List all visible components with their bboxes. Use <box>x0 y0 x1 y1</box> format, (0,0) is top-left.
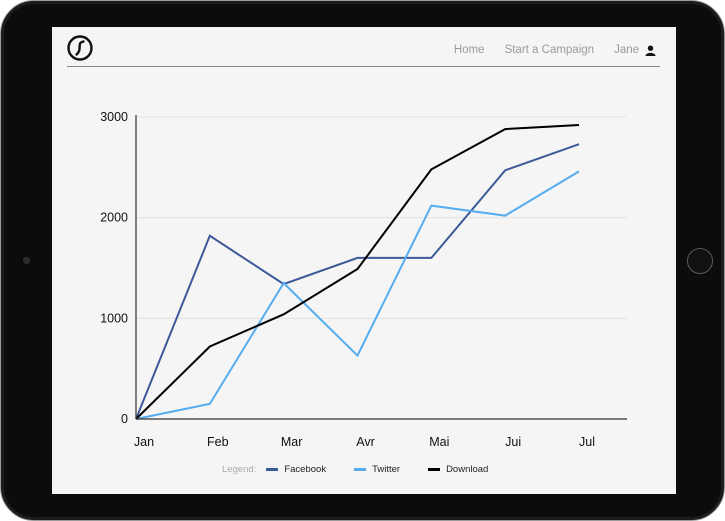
legend-text-download: Download <box>446 464 489 475</box>
legend-entry-download: Download <box>428 464 488 475</box>
camera-icon <box>23 257 30 264</box>
legend-label: Legend: <box>222 464 257 475</box>
line-chart: 0 1000 2000 3000 Jan Feb Mar Avr Mai Jui Jul <box>100 110 627 449</box>
legend-swatch-facebook <box>266 468 279 471</box>
y-tick-label: 0 <box>121 412 128 426</box>
chart-legend: Legend: Facebook Twitter Download <box>222 464 516 475</box>
user-menu[interactable]: Jane <box>614 44 656 56</box>
legend-swatch-download <box>428 468 441 471</box>
user-name: Jane <box>614 44 639 56</box>
legend-text-facebook: Facebook <box>284 464 327 475</box>
x-tick-label-jui: Jui <box>505 435 521 449</box>
series-line-download <box>135 124 580 420</box>
top-nav: Home Start a Campaign Jane <box>434 44 656 56</box>
y-tick-label: 2000 <box>100 211 128 225</box>
y-tick-label: 3000 <box>100 110 128 124</box>
header: Home Start a Campaign Jane <box>67 35 660 67</box>
brand-logo-icon[interactable] <box>67 35 93 61</box>
legend-swatch-twitter <box>354 468 367 471</box>
x-tick-label-jul: Jul <box>579 435 595 449</box>
home-hardware-button[interactable] <box>687 248 713 274</box>
y-tick-label: 1000 <box>100 311 128 325</box>
nav-start-campaign-link[interactable]: Start a Campaign <box>504 44 595 56</box>
x-tick-label-feb: Feb <box>207 435 229 449</box>
series-line-twitter <box>135 170 580 420</box>
legend-text-twitter: Twitter <box>372 464 401 475</box>
legend-entry-facebook: Facebook <box>266 464 326 475</box>
nav-home-link[interactable]: Home <box>453 44 485 56</box>
legend-entry-twitter: Twitter <box>354 464 400 475</box>
series-line-facebook <box>135 143 580 420</box>
x-tick-label-mai: Mai <box>429 435 449 449</box>
x-tick-label-avr: Avr <box>356 435 375 449</box>
x-tick-label-jan: Jan <box>134 435 154 449</box>
screen: Home Start a Campaign Jane 0 1000 2000 3000… <box>52 27 676 494</box>
user-icon <box>645 45 656 56</box>
x-tick-label-mar: Mar <box>281 435 303 449</box>
